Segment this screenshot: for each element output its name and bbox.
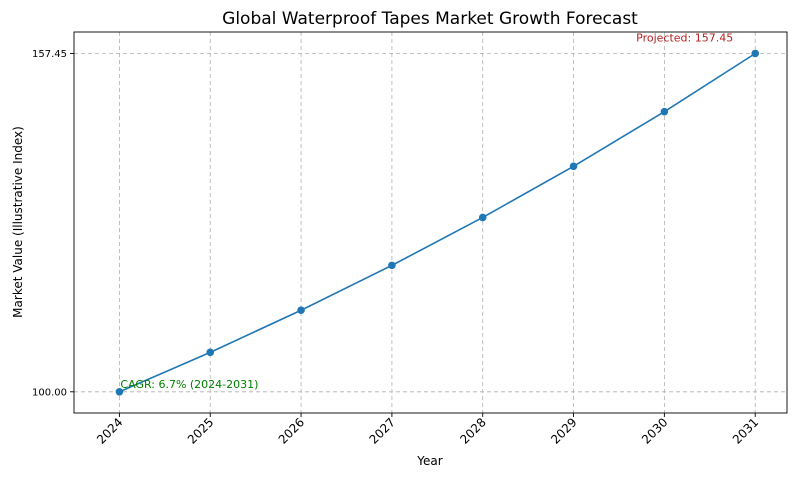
annotation-label: Projected: 157.45 [636,31,733,44]
x-tick-label: 2028 [457,415,488,446]
x-tick-label: 2024 [94,415,125,446]
x-tick-label: 2029 [548,415,579,446]
data-point [751,49,760,58]
x-axis-label: Year [416,454,442,468]
data-point [569,162,578,171]
chart-title: Global Waterproof Tapes Market Growth Fo… [222,9,638,29]
x-tick-label: 2026 [276,415,307,446]
data-point [478,213,487,222]
x-tick-label: 2027 [367,415,398,446]
data-point [660,107,669,116]
data-point [115,388,124,396]
annotation-label: CAGR: 6.7% (2024-2031) [120,378,258,391]
grid-layer [74,32,787,413]
y-axis: 100.00 157.45 [32,49,74,398]
data-point [206,348,215,357]
y-tick-label: 157.45 [32,49,67,60]
x-axis: 2024 2025 2026 2027 2028 2029 2030 2031 [94,413,761,447]
x-tick-label: 2025 [185,415,216,446]
series-layer [115,49,760,396]
plot-frame [73,31,788,414]
y-tick-label: 100.00 [32,387,67,398]
data-point [388,261,396,270]
annotation-layer: CAGR: 6.7% (2024-2031) Projected: 157.45 [120,31,733,390]
x-tick-label: 2030 [639,415,670,446]
x-tick-label: 2031 [730,415,761,446]
series-line [119,52,756,393]
y-axis-label: Market Value (Illustrative Index) [11,126,25,318]
data-point [297,306,305,315]
